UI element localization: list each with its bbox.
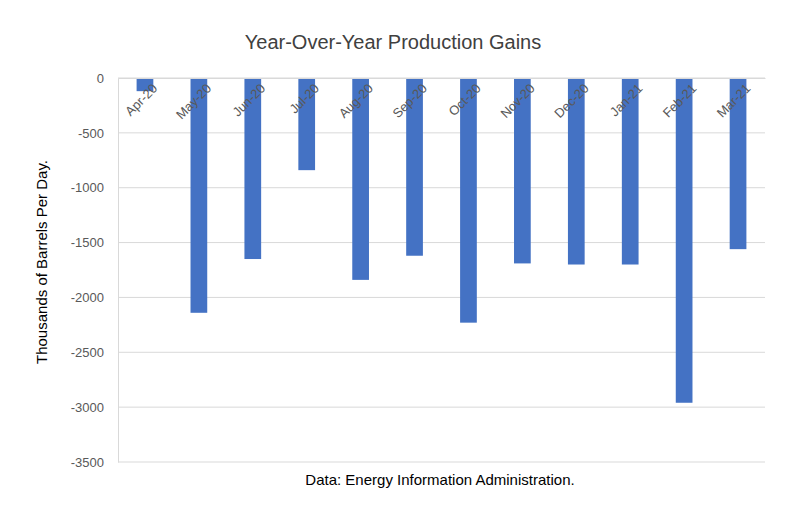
grid — [118, 78, 765, 462]
x-tick: Oct-20 — [446, 78, 484, 119]
grid-line — [118, 187, 765, 188]
chart: 0 -500 -1000 -1500 -2000 -2500 -3000 -3500 Apr-2… — [0, 0, 786, 518]
x-axis-line — [119, 78, 766, 79]
x-tick-label: Jan-21 — [607, 81, 646, 120]
y-tick-label: -500 — [78, 126, 104, 141]
x-tick: Sep-20 — [390, 78, 430, 121]
x-tick: Jan-21 — [607, 78, 646, 119]
y-tick: -1000 — [71, 180, 118, 195]
x-tick-label: Aug-20 — [336, 81, 376, 121]
bar — [676, 78, 693, 403]
y-tick: -3000 — [71, 400, 118, 415]
x-tick: Dec-20 — [551, 78, 591, 121]
x-tick: Feb-21 — [660, 78, 700, 120]
annotation: Data: Energy Information Administration. — [305, 471, 574, 488]
background — [0, 0, 786, 518]
x-tick-label: Nov-20 — [497, 81, 537, 121]
grid-line — [118, 407, 765, 408]
x-tick: Apr-20 — [122, 78, 160, 119]
y-tick-label: 0 — [97, 71, 104, 86]
x-tick: Mar-21 — [714, 78, 754, 120]
y-tick: -3500 — [71, 455, 118, 470]
x-tick-label: Dec-20 — [551, 81, 591, 121]
x-tick: Jun-20 — [229, 78, 268, 119]
x-tick: Nov-20 — [497, 78, 537, 121]
y-axis: 0 -500 -1000 -1500 -2000 -2500 -3000 -3500 — [71, 71, 119, 470]
bar — [191, 78, 208, 313]
x-tick-label: Apr-20 — [122, 81, 160, 119]
y-tick: -2500 — [71, 345, 118, 360]
x-tick-label: Sep-20 — [390, 81, 430, 121]
grid-line — [118, 297, 765, 298]
grid-line — [118, 78, 765, 79]
x-tick-label: Mar-21 — [714, 81, 754, 121]
bars — [137, 78, 747, 403]
title: Year-Over-Year Production Gains — [245, 31, 541, 53]
y-tick: -500 — [78, 126, 118, 141]
y-tick-label: -2000 — [71, 290, 104, 305]
y-tick: -2000 — [71, 290, 118, 305]
x-tick: May-20 — [173, 78, 214, 122]
x-tick-label: Feb-21 — [660, 81, 700, 121]
y-axis-line — [118, 79, 119, 463]
x-tick-label: Jun-20 — [229, 81, 268, 120]
grid-line — [118, 132, 765, 133]
y-tick-label: -3500 — [71, 455, 104, 470]
x-tick-label: Jul-20 — [286, 81, 322, 117]
y-axis-title: Thousands of Barrels Per Day. — [33, 160, 50, 364]
bar — [460, 78, 477, 323]
y-tick-label: -3000 — [71, 400, 104, 415]
y-tick: -1500 — [71, 235, 118, 250]
grid-line — [118, 242, 765, 243]
x-tick: Aug-20 — [336, 78, 376, 121]
x-tick-label: Oct-20 — [446, 81, 484, 119]
y-tick-label: -1000 — [71, 180, 104, 195]
grid-line — [118, 462, 765, 463]
plot: 0 -500 -1000 -1500 -2000 -2500 -3000 -3500 Apr-2… — [71, 71, 766, 470]
y-tick-label: -2500 — [71, 345, 104, 360]
x-tick: Jul-20 — [286, 78, 322, 116]
y-tick: 0 — [97, 71, 118, 86]
x-axis: Apr-20 May-20 Jun-20 Jul-20 Aug-20 Sep-20 Oct-… — [119, 78, 766, 122]
grid-line — [118, 352, 765, 353]
y-tick-label: -1500 — [71, 235, 104, 250]
x-tick-label: May-20 — [173, 81, 214, 122]
